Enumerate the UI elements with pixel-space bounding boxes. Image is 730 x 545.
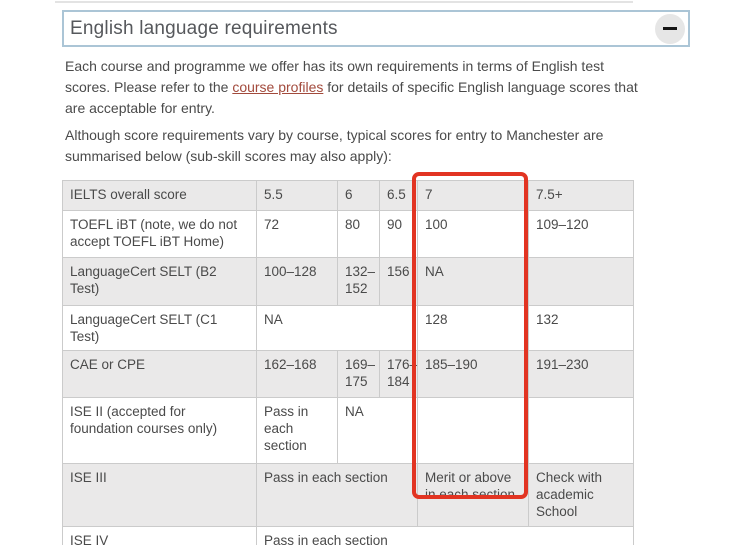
score-cell: 80 (337, 210, 380, 258)
score-cell: 72 (256, 210, 338, 258)
score-cell: 169–175 (337, 350, 380, 398)
score-cell: 156 (379, 257, 418, 306)
score-cell: Pass in each section (256, 526, 634, 545)
score-cell: 6.5 (379, 180, 418, 211)
score-cell: Merit or above in each section (417, 463, 529, 527)
panel-title: English language requirements (70, 17, 338, 39)
score-cell: NA (417, 257, 529, 306)
score-cell: 132 (528, 305, 634, 351)
note-paragraph: Although score requirements vary by cour… (65, 127, 604, 164)
table-row-ise3: ISE III Pass in each section Merit or ab… (62, 463, 634, 527)
english-requirements-table: IELTS overall score 5.5 6 6.5 7 7.5+ TOE… (62, 180, 634, 545)
score-cell: 109–120 (528, 210, 634, 258)
score-cell: 191–230 (528, 350, 634, 398)
score-cell: Check with academic School (528, 463, 634, 527)
score-cell: 128 (417, 305, 529, 351)
score-cell (417, 397, 529, 464)
score-cell: 5.5 (256, 180, 338, 211)
score-cell: 7 (417, 180, 529, 211)
score-cell: 100 (417, 210, 529, 258)
collapse-button[interactable] (655, 13, 685, 44)
score-cell: Pass in each section (256, 397, 338, 464)
row-label-cell: ISE III (62, 463, 257, 527)
top-divider (55, 1, 633, 3)
course-profiles-link[interactable]: course profiles (232, 79, 324, 95)
score-cell: 162–168 (256, 350, 338, 398)
row-label-cell: ISE IV (62, 526, 257, 545)
table-row-cae-cpe: CAE or CPE 162–168 169–175 176–184 185–1… (62, 350, 634, 398)
row-label-cell: CAE or CPE (62, 350, 257, 398)
score-cell: 176–184 (379, 350, 418, 398)
table-row-ise4: ISE IV Pass in each section (62, 526, 634, 545)
score-cell (528, 257, 634, 306)
score-cell: 90 (379, 210, 418, 258)
table-row-ise2: ISE II (accepted for foundation courses … (62, 397, 634, 464)
row-label-cell: LanguageCert SELT (B2 Test) (62, 257, 257, 306)
intro-text-after: for details of specific English language… (65, 79, 638, 116)
row-label-cell: ISE II (accepted for foundation courses … (62, 397, 257, 464)
table-row-ielts: IELTS overall score 5.5 6 6.5 7 7.5+ (62, 180, 634, 211)
row-label-cell: LanguageCert SELT (C1 Test) (62, 305, 257, 351)
intro-paragraph: Each course and programme we offer has i… (65, 56, 640, 119)
score-cell: 6 (337, 180, 380, 211)
row-label-cell: TOEFL iBT (note, we do not accept TOEFL … (62, 210, 257, 258)
score-cell: 185–190 (417, 350, 529, 398)
score-cell: NA (256, 305, 418, 351)
table-row-languagecert-b2: LanguageCert SELT (B2 Test) 100–128 132–… (62, 257, 634, 306)
english-requirements-panel-header[interactable]: English language requirements (62, 10, 690, 47)
score-cell: NA (337, 397, 418, 464)
row-label-cell: IELTS overall score (62, 180, 257, 211)
table-row-toefl: TOEFL iBT (note, we do not accept TOEFL … (62, 210, 634, 258)
score-cell: 7.5+ (528, 180, 634, 211)
intro-text-before: Each course and programme we offer has i… (65, 58, 604, 95)
score-cell (528, 397, 634, 464)
minus-icon (663, 27, 677, 30)
table-row-languagecert-c1: LanguageCert SELT (C1 Test) NA 128 132 (62, 305, 634, 351)
score-cell: 132–152 (337, 257, 380, 306)
score-cell: 100–128 (256, 257, 338, 306)
score-cell: Pass in each section (256, 463, 418, 527)
